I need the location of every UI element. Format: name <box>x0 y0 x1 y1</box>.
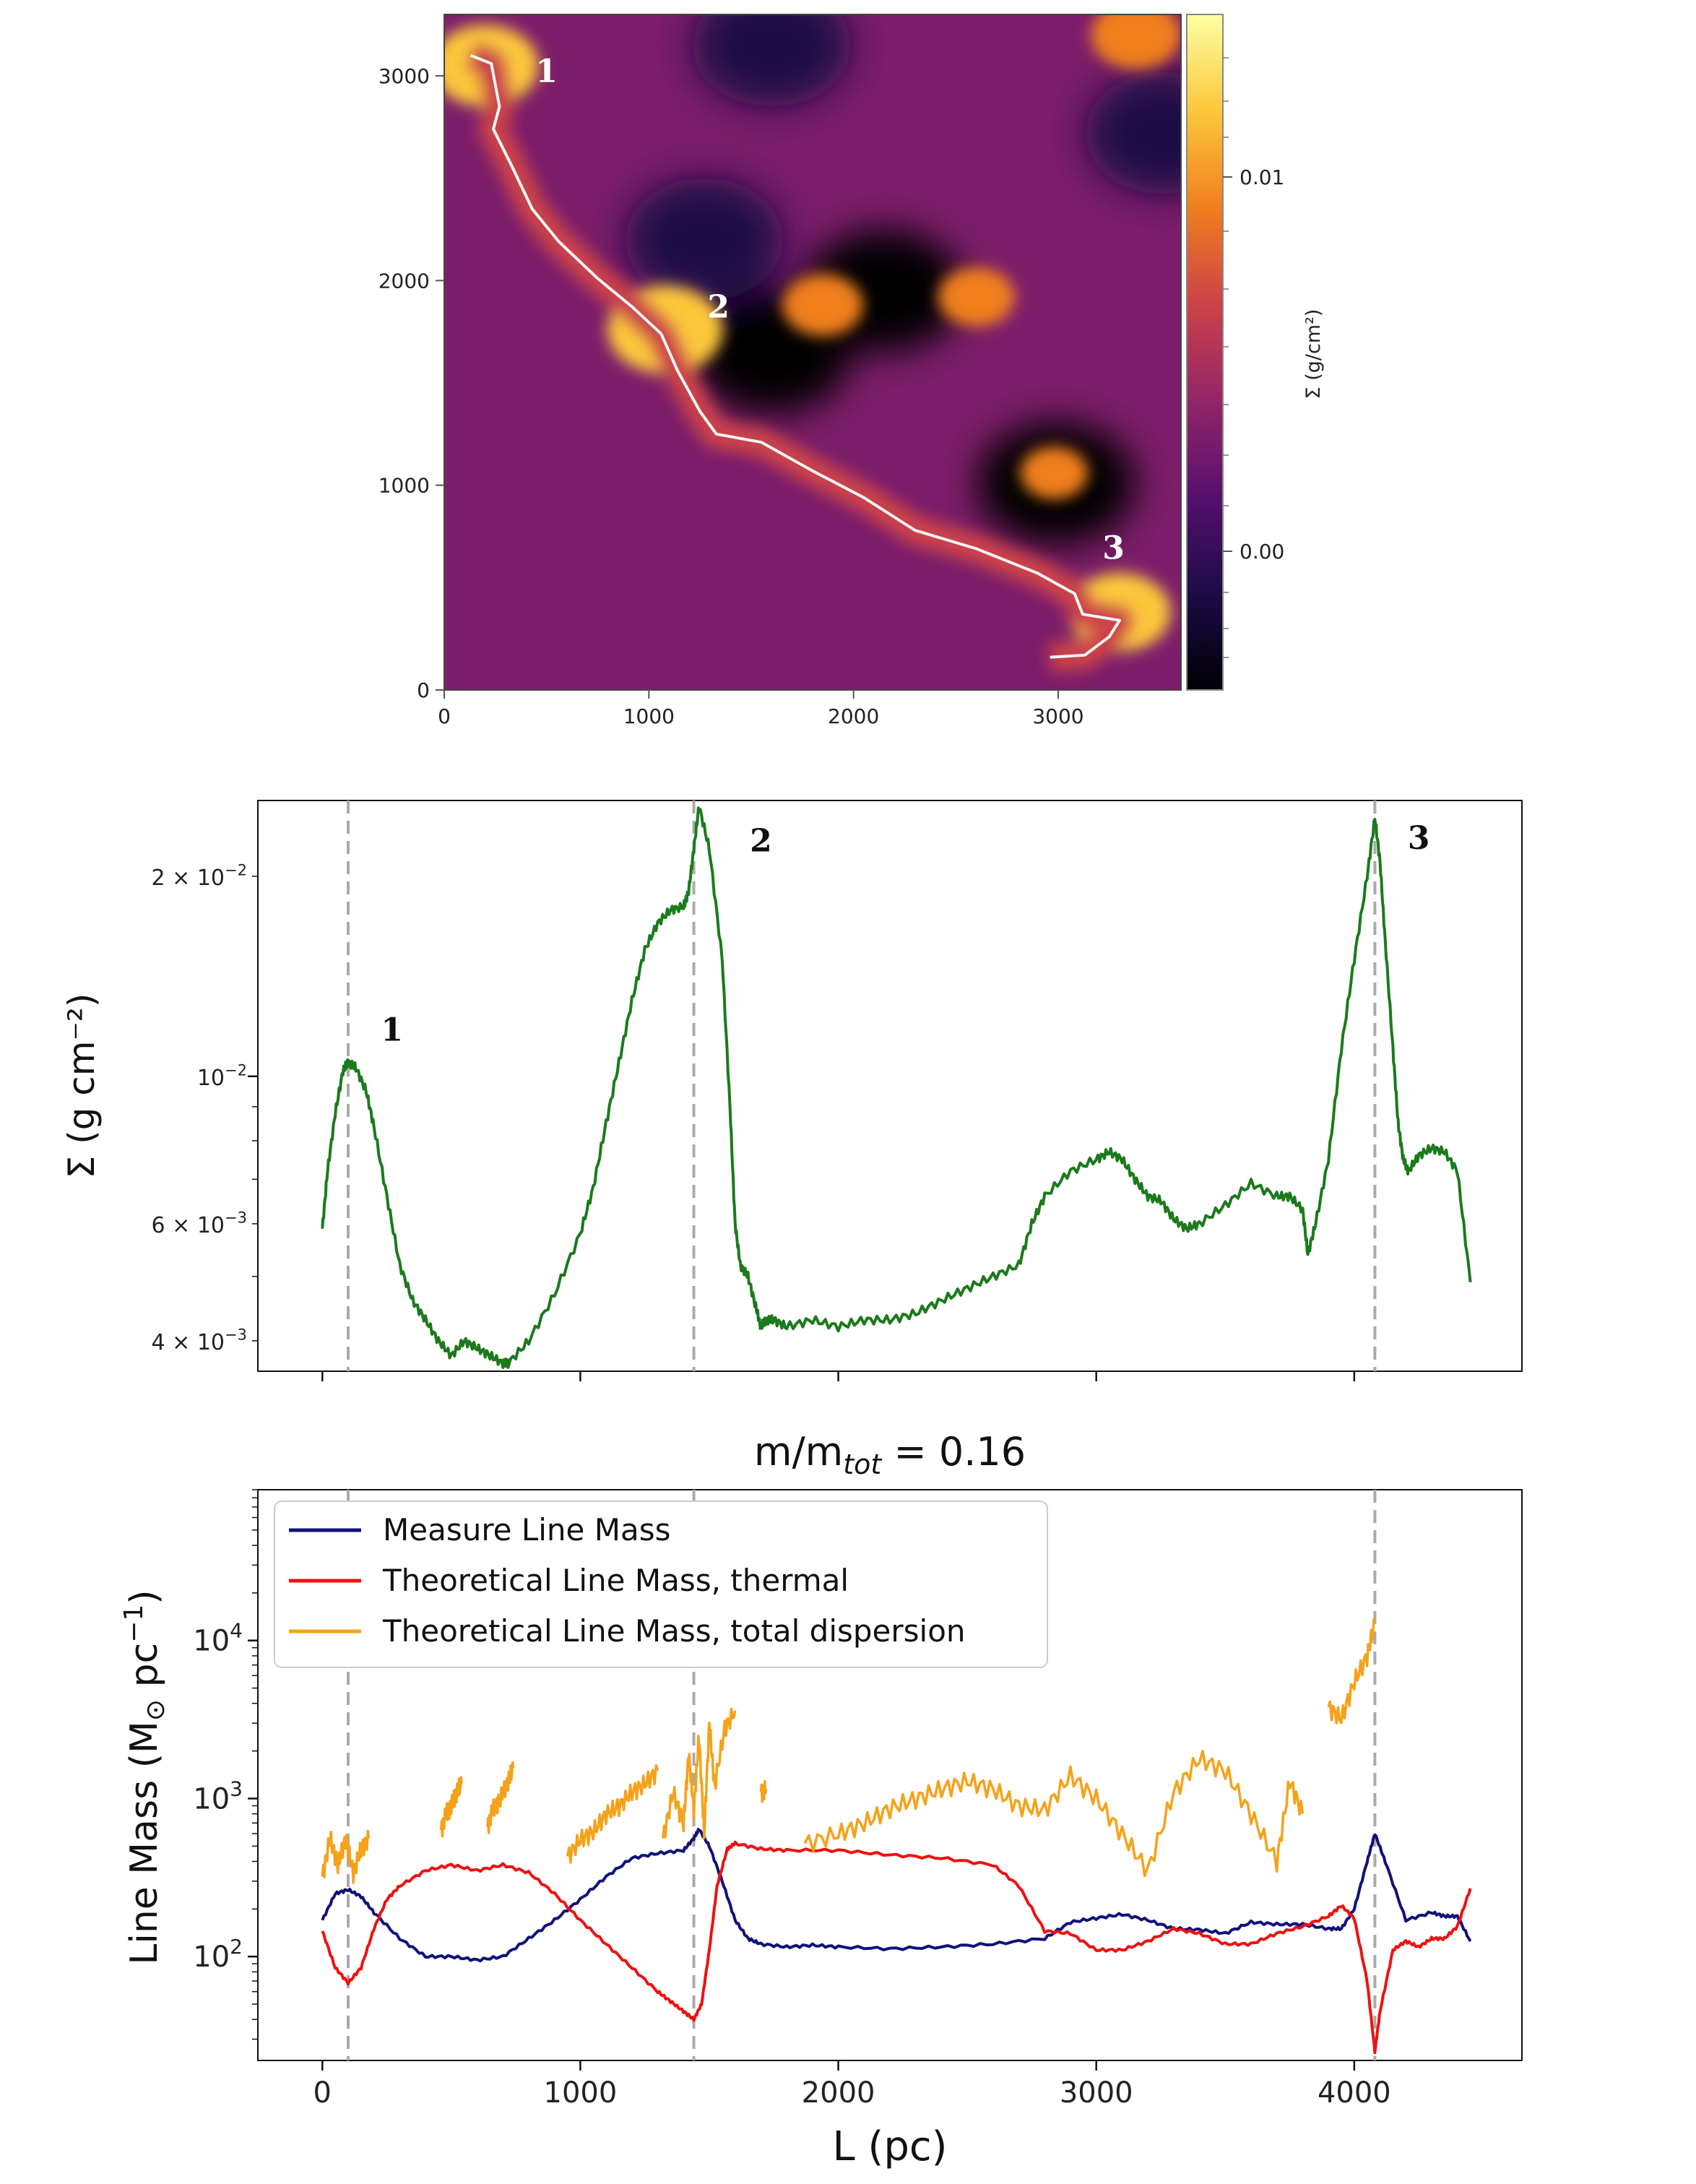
sigma-y-axis-label: Σ (g cm⁻²) <box>61 993 103 1179</box>
heat-y-tick-label: 0 <box>417 678 430 702</box>
line-mass-title: m/mtot = 0.16 <box>754 1429 1026 1480</box>
y-tick-mantissa: 10 <box>193 1941 230 1974</box>
heat-y-tick-label: 2000 <box>378 269 430 293</box>
y-tick-exponent: 2 <box>230 1935 243 1959</box>
y-tick-label: 6 × 10−3 <box>152 1209 247 1238</box>
sigma-marker-3: 3 <box>1408 820 1430 857</box>
ylabel-close: ) <box>123 1589 166 1604</box>
thermal-series-line <box>321 1840 1472 2055</box>
y-tick-label: 4 × 10−3 <box>152 1326 247 1355</box>
colorbar-label: Σ (g/cm²) <box>1302 309 1325 400</box>
y-tick-exponent: 3 <box>230 1777 243 1800</box>
heat-x-tick-label: 1000 <box>623 704 675 728</box>
x-tick-label: 4000 <box>1318 2076 1391 2110</box>
y-tick-label: 102 <box>193 1935 243 1974</box>
legend: Measure Line Mass Theoretical Line Mass, … <box>274 1501 1048 1668</box>
ylabel-subscript: ⊙ <box>141 1699 170 1721</box>
dispersion-series-segment <box>759 1779 768 1803</box>
dispersion-series-segment <box>321 1829 371 1884</box>
dispersion-series-segment <box>486 1761 515 1834</box>
surface-density-map: 0 1000 2000 3000 0 1000 2000 3000 1 2 3 0.01 0.00 … <box>378 14 1325 728</box>
x-axis-label: L (pc) <box>832 2123 947 2170</box>
dispersion-series-segment <box>803 1749 1305 1878</box>
measured-series-line <box>321 1827 1472 1963</box>
colorbar: 0.01 0.00 Σ (g/cm²) <box>1186 14 1325 691</box>
title-subscript: tot <box>843 1449 883 1480</box>
heat-y-tick-label: 3000 <box>378 64 430 88</box>
legend-label: Theoretical Line Mass, total dispersion <box>382 1613 966 1649</box>
y-tick-mantissa: 10 <box>197 1066 225 1091</box>
y-tick-label: 2 × 10−2 <box>152 861 247 891</box>
x-tick-label: 2000 <box>802 2076 875 2110</box>
y-tick-label: 103 <box>193 1777 243 1816</box>
ylabel-superscript: −1 <box>119 1605 149 1643</box>
bright-spot <box>1020 446 1089 499</box>
y-tick-exponent: −2 <box>225 861 247 879</box>
heat-y-tick-label: 1000 <box>378 474 430 498</box>
line-mass-y-axis-label: Line Mass (M⊙ pc−1) <box>119 1589 170 1964</box>
dispersion-series-segment <box>1327 1618 1377 1725</box>
dispersion-series-segment <box>439 1776 463 1838</box>
y-tick-exponent: −2 <box>225 1061 247 1079</box>
title-tail: = 0.16 <box>881 1429 1026 1475</box>
ylabel-middle: pc <box>123 1643 166 1699</box>
y-tick-label: 10−2 <box>197 1061 247 1091</box>
dark-region <box>1085 72 1181 195</box>
sigma-marker-1: 1 <box>381 1011 403 1048</box>
y-tick-exponent: −3 <box>225 1326 247 1343</box>
x-tick-label: 0 <box>313 2076 332 2110</box>
heat-x-tick-label: 2000 <box>828 704 879 728</box>
x-tick-label: 3000 <box>1060 2076 1133 2110</box>
y-tick-mantissa: 2 × 10 <box>152 866 225 891</box>
legend-label: Measure Line Mass <box>383 1512 670 1548</box>
bright-spot <box>938 267 1015 327</box>
sigma-profile-chart: 4 × 10−36 × 10−310−22 × 10−2 12 3 Σ (g cm… <box>61 800 1523 1381</box>
y-tick-mantissa: 4 × 10 <box>152 1330 225 1355</box>
dark-region <box>624 178 784 301</box>
heat-marker-2: 2 <box>707 288 730 325</box>
sigma-marker-2: 2 <box>750 822 772 859</box>
dispersion-series-segment <box>566 1764 659 1864</box>
bright-spot <box>782 274 864 337</box>
heat-marker-1: 1 <box>535 53 558 90</box>
y-tick-mantissa: 10 <box>193 1782 230 1816</box>
filament-spine-line <box>470 53 1121 659</box>
heat-marker-3: 3 <box>1102 530 1125 567</box>
y-tick-exponent: 4 <box>230 1619 243 1643</box>
bright-spot <box>1091 14 1181 69</box>
y-tick-mantissa: 10 <box>193 1625 230 1658</box>
sigma-series-line <box>321 806 1472 1369</box>
colorbar-tick-label: 0.01 <box>1239 165 1284 189</box>
y-tick-exponent: −3 <box>225 1209 247 1226</box>
dark-region <box>692 14 852 107</box>
legend-label: Theoretical Line Mass, thermal <box>382 1563 849 1598</box>
y-tick-mantissa: 6 × 10 <box>152 1213 225 1238</box>
heat-x-tick-label: 3000 <box>1032 704 1083 728</box>
y-tick-label: 104 <box>193 1619 243 1658</box>
x-tick-label: 1000 <box>544 2076 618 2110</box>
colorbar-tick-label: 0.00 <box>1239 540 1284 564</box>
heat-x-tick-label: 0 <box>438 704 451 728</box>
dispersion-series-segment <box>661 1707 737 1839</box>
